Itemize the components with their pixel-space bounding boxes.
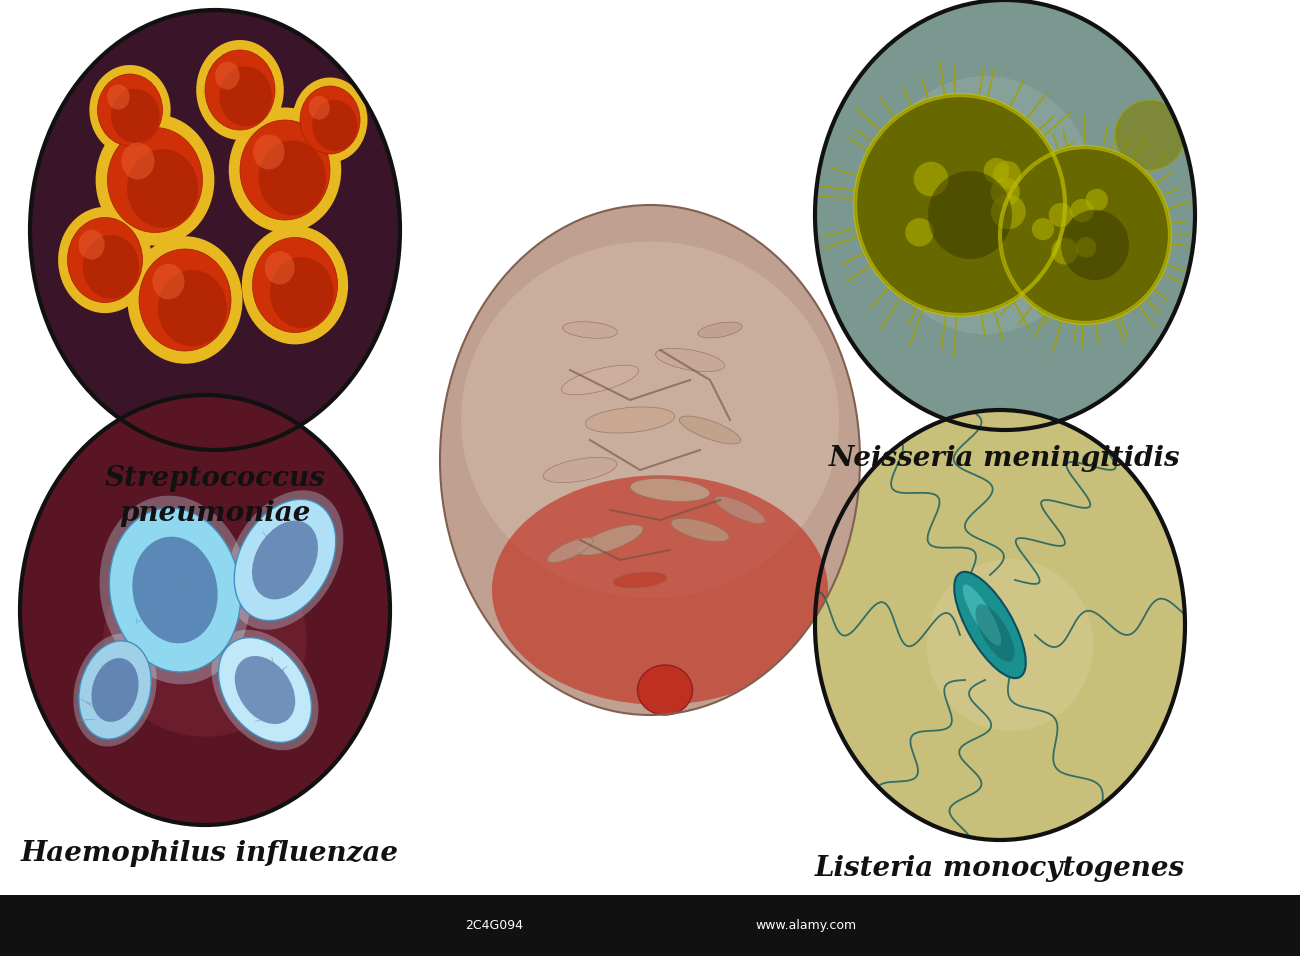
Ellipse shape	[577, 525, 644, 555]
Ellipse shape	[630, 479, 710, 502]
Ellipse shape	[205, 50, 276, 130]
Ellipse shape	[68, 218, 143, 302]
Ellipse shape	[90, 65, 170, 155]
Ellipse shape	[680, 416, 741, 444]
Ellipse shape	[671, 518, 729, 542]
Ellipse shape	[954, 572, 1026, 678]
Text: 2C4G094: 2C4G094	[465, 919, 523, 932]
Ellipse shape	[133, 536, 217, 643]
Ellipse shape	[612, 572, 667, 588]
Ellipse shape	[963, 584, 1001, 645]
Ellipse shape	[715, 496, 766, 524]
Ellipse shape	[73, 634, 156, 747]
Ellipse shape	[1049, 203, 1072, 227]
Text: Listeria monocytogenes: Listeria monocytogenes	[815, 855, 1186, 882]
Ellipse shape	[196, 40, 283, 140]
Text: Haemophilus influenzae: Haemophilus influenzae	[21, 840, 399, 867]
Ellipse shape	[991, 177, 1020, 206]
Ellipse shape	[1032, 218, 1054, 240]
Ellipse shape	[1086, 188, 1108, 211]
Ellipse shape	[30, 10, 400, 450]
Ellipse shape	[259, 141, 326, 215]
Ellipse shape	[229, 107, 341, 232]
Ellipse shape	[98, 74, 162, 146]
Ellipse shape	[216, 61, 239, 90]
Ellipse shape	[927, 559, 1093, 731]
Ellipse shape	[562, 365, 638, 395]
Ellipse shape	[914, 162, 948, 196]
Ellipse shape	[127, 236, 243, 363]
Ellipse shape	[91, 658, 139, 722]
Ellipse shape	[235, 656, 295, 724]
Ellipse shape	[20, 395, 390, 825]
Ellipse shape	[270, 257, 334, 328]
Ellipse shape	[234, 499, 335, 620]
Ellipse shape	[242, 226, 348, 344]
Ellipse shape	[100, 495, 251, 684]
Ellipse shape	[855, 95, 1065, 315]
Bar	[0, 895, 1300, 956]
Ellipse shape	[96, 115, 214, 246]
Ellipse shape	[240, 120, 330, 220]
Ellipse shape	[439, 205, 861, 715]
Ellipse shape	[152, 264, 185, 299]
Ellipse shape	[226, 490, 343, 630]
Ellipse shape	[462, 242, 838, 598]
Text: Streptococcus: Streptococcus	[104, 465, 325, 492]
Ellipse shape	[585, 407, 675, 433]
Ellipse shape	[300, 86, 360, 154]
Text: Neisseria meningitidis: Neisseria meningitidis	[829, 445, 1180, 472]
Ellipse shape	[1070, 199, 1093, 223]
Ellipse shape	[108, 127, 203, 232]
Ellipse shape	[107, 84, 130, 110]
Ellipse shape	[655, 348, 724, 372]
Ellipse shape	[312, 100, 358, 151]
Ellipse shape	[308, 96, 330, 120]
Ellipse shape	[1075, 237, 1096, 258]
Ellipse shape	[1115, 100, 1186, 170]
Ellipse shape	[871, 76, 1098, 334]
Ellipse shape	[993, 161, 1021, 189]
Ellipse shape	[78, 229, 104, 260]
Ellipse shape	[991, 194, 1026, 229]
Ellipse shape	[637, 665, 693, 715]
Ellipse shape	[79, 641, 151, 739]
Ellipse shape	[58, 206, 152, 314]
Ellipse shape	[218, 638, 312, 743]
Ellipse shape	[109, 508, 240, 672]
Text: pneumoniae: pneumoniae	[120, 500, 311, 527]
Ellipse shape	[121, 142, 155, 180]
Ellipse shape	[292, 77, 368, 163]
Ellipse shape	[1061, 209, 1128, 280]
Ellipse shape	[905, 218, 933, 247]
Ellipse shape	[543, 457, 618, 483]
Ellipse shape	[815, 0, 1195, 430]
Ellipse shape	[252, 237, 338, 333]
Ellipse shape	[220, 66, 272, 126]
Ellipse shape	[984, 158, 1009, 184]
Ellipse shape	[1000, 147, 1170, 323]
Ellipse shape	[975, 604, 1014, 662]
Ellipse shape	[815, 410, 1186, 840]
Ellipse shape	[547, 537, 593, 562]
Ellipse shape	[1052, 238, 1078, 265]
Ellipse shape	[563, 321, 618, 338]
Ellipse shape	[928, 171, 1011, 259]
Ellipse shape	[212, 630, 318, 750]
Ellipse shape	[252, 521, 318, 599]
Ellipse shape	[111, 89, 160, 142]
Ellipse shape	[157, 270, 227, 346]
Ellipse shape	[83, 235, 139, 298]
Ellipse shape	[139, 249, 231, 351]
Ellipse shape	[265, 251, 295, 285]
Ellipse shape	[254, 135, 285, 169]
Ellipse shape	[103, 543, 307, 737]
Ellipse shape	[491, 475, 828, 705]
Text: www.alamy.com: www.alamy.com	[755, 919, 857, 932]
Ellipse shape	[127, 149, 198, 228]
Ellipse shape	[698, 322, 742, 337]
